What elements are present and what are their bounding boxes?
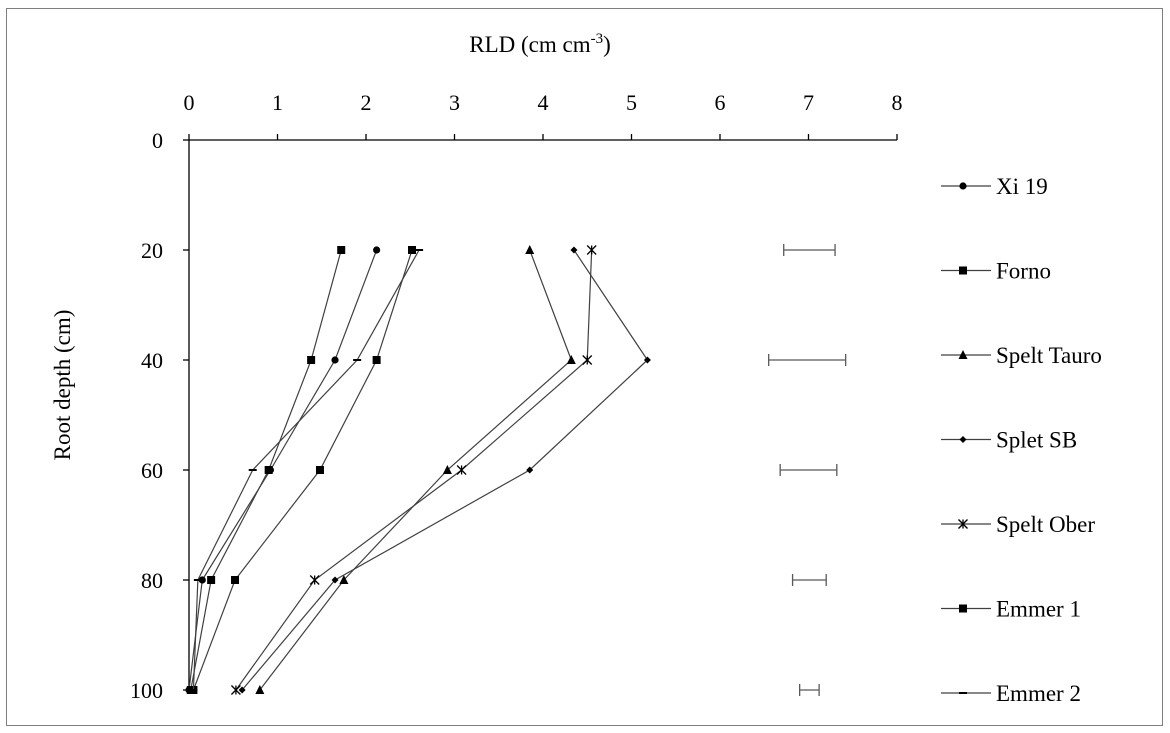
axis-titles: RLD (cm cm-3) Root depth (cm) — [50, 31, 611, 460]
legend-item: Spelt Tauro — [941, 343, 1102, 368]
data-point — [959, 604, 967, 613]
series-forno — [189, 246, 417, 694]
y-axis-title: Root depth (cm) — [50, 310, 75, 461]
y-tick-label: 0 — [152, 128, 163, 153]
data-point — [959, 266, 967, 275]
series-group — [185, 245, 651, 695]
data-point — [307, 356, 316, 364]
series-line — [241, 249, 649, 691]
data-point — [331, 356, 339, 364]
data-point — [582, 355, 593, 365]
legend: Xi 19 Forno Spelt Tauro Splet SB Spelt Ober E… — [941, 174, 1102, 706]
legend-item: Forno — [941, 259, 1051, 284]
x-tick-label: 5 — [626, 90, 637, 115]
data-point — [442, 465, 452, 474]
x-tick-label: 0 — [184, 90, 195, 115]
series-line — [192, 249, 420, 691]
data-point — [207, 576, 216, 584]
legend-label: Splet SB — [996, 428, 1077, 453]
x-tick-label: 4 — [538, 90, 549, 115]
data-point — [372, 356, 381, 364]
series-line — [259, 249, 573, 691]
legend-item: Splet SB — [941, 428, 1077, 453]
error-bars — [768, 244, 847, 696]
x-tick-label: 6 — [715, 90, 726, 115]
legend-label: Spelt Tauro — [996, 343, 1102, 368]
x-tick-label: 1 — [272, 90, 283, 115]
data-point — [315, 466, 324, 474]
x-axis-title: RLD (cm cm-3) — [469, 31, 611, 57]
data-point — [255, 685, 265, 694]
x-tick-label: 3 — [449, 90, 460, 115]
data-point — [238, 686, 246, 694]
data-point — [586, 245, 597, 255]
data-point — [408, 246, 417, 254]
legend-item: Emmer 1 — [941, 597, 1081, 622]
data-point — [566, 355, 576, 364]
series-splet-sb — [238, 246, 651, 694]
legend-item: Emmer 2 — [941, 681, 1081, 706]
data-point — [331, 576, 339, 584]
legend-label: Xi 19 — [996, 174, 1048, 199]
data-point — [373, 246, 381, 254]
data-point — [264, 466, 273, 474]
data-point — [198, 576, 206, 584]
x-tick-label: 8 — [892, 90, 903, 115]
y-tick-label: 100 — [130, 678, 163, 703]
x-tick-label: 2 — [361, 90, 372, 115]
series-line — [235, 249, 593, 691]
legend-label: Forno — [996, 259, 1051, 284]
legend-item: Xi 19 — [941, 174, 1048, 199]
data-point — [958, 350, 968, 359]
data-point — [643, 356, 651, 364]
data-point — [959, 436, 967, 443]
data-point — [456, 465, 467, 475]
data-point — [230, 685, 241, 695]
series-line — [192, 249, 413, 691]
data-point — [337, 246, 346, 254]
legend-label: Emmer 2 — [996, 681, 1081, 706]
series-emmer-2 — [189, 249, 424, 691]
data-point — [525, 245, 535, 254]
data-point — [959, 182, 967, 190]
series-spelt-ober — [230, 245, 597, 695]
series-spelt-tauro — [255, 245, 576, 694]
series-xi-19 — [185, 246, 381, 694]
data-point — [958, 519, 968, 529]
data-point — [570, 246, 578, 254]
y-tick-label: 60 — [141, 458, 163, 483]
data-point — [339, 575, 349, 584]
data-point — [526, 466, 534, 474]
x-tick-label: 7 — [803, 90, 814, 115]
data-point — [231, 576, 240, 584]
y-tick-label: 20 — [141, 238, 163, 263]
legend-label: Spelt Ober — [996, 512, 1095, 537]
legend-label: Emmer 1 — [996, 597, 1081, 622]
legend-item: Spelt Ober — [941, 512, 1095, 537]
y-tick-label: 80 — [141, 568, 163, 593]
data-point — [309, 575, 320, 585]
y-tick-label: 40 — [141, 348, 163, 373]
